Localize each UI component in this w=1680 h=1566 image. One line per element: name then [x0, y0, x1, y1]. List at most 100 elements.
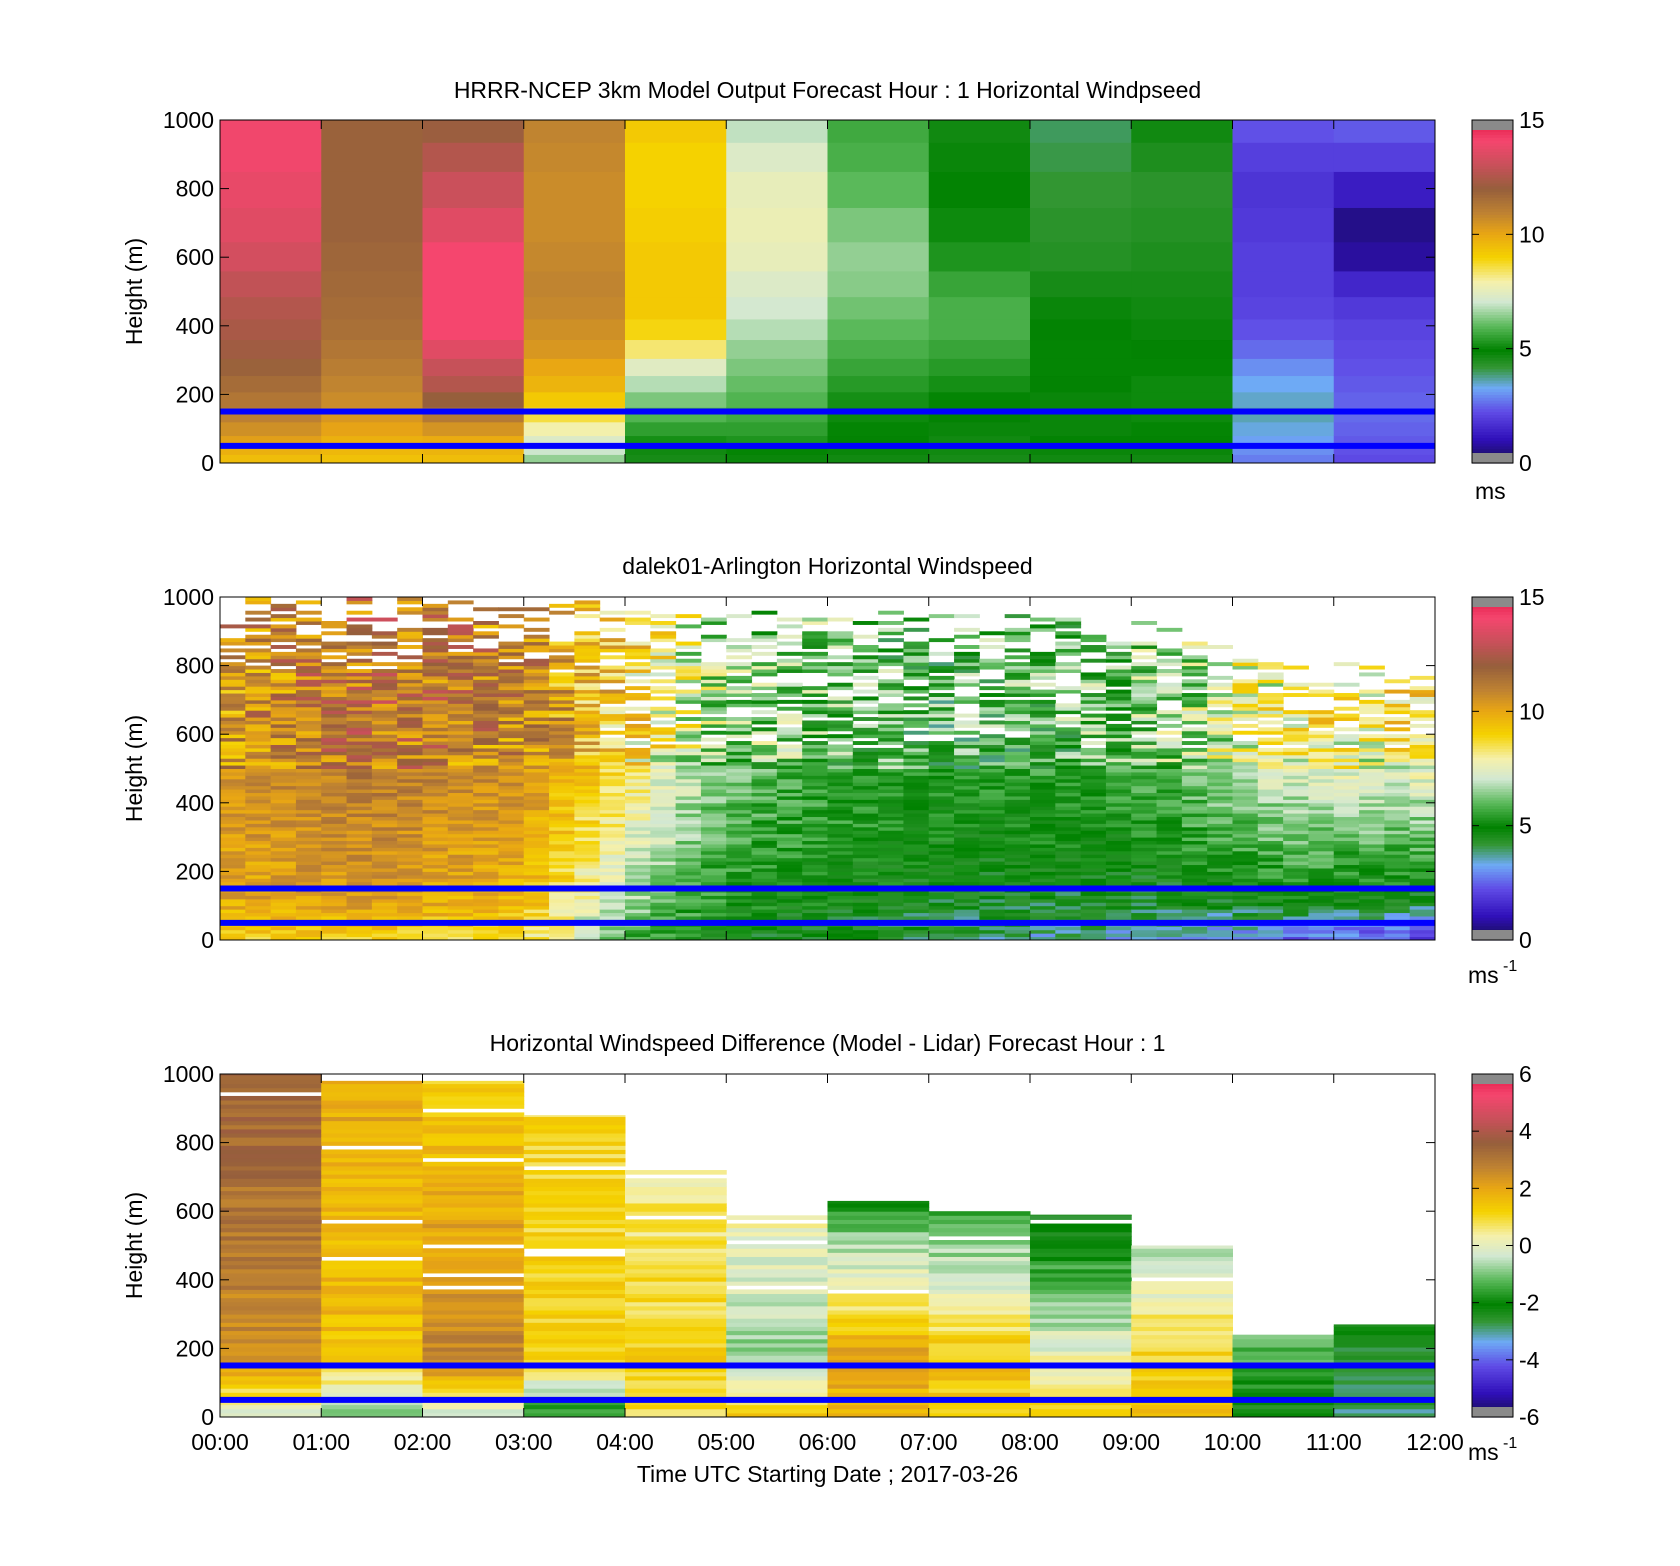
heat-cell [473, 676, 499, 680]
heat-cell [321, 844, 347, 848]
heat-cell [574, 851, 600, 855]
heat-cell [1233, 820, 1259, 824]
heat-cell [828, 769, 854, 773]
heat-cell [625, 769, 651, 773]
heat-cell [878, 895, 904, 899]
heat-cell [296, 837, 322, 841]
heat-cell [625, 611, 651, 615]
heat-cell [423, 762, 449, 766]
heat-cell [1182, 720, 1208, 724]
heat-cell [220, 683, 246, 687]
heat-cell [1258, 906, 1284, 910]
heat-cell [498, 769, 524, 773]
heat-cell [600, 741, 626, 745]
heat-cell [1131, 748, 1157, 752]
heat-cell [1030, 841, 1056, 845]
heat-cell [1308, 875, 1334, 879]
heat-cell [828, 806, 854, 810]
heat-cell [245, 683, 271, 687]
heat-cell [574, 882, 600, 886]
heat-cell [954, 786, 980, 790]
heat-cell [1005, 690, 1031, 694]
heat-cell [1359, 899, 1385, 903]
heat-cell [397, 799, 423, 803]
heat-cell [878, 690, 904, 694]
heat-cell [853, 899, 879, 903]
heat-cell [245, 597, 271, 601]
heat-cell [220, 655, 246, 659]
heat-cell [220, 1187, 322, 1192]
heat-cell [929, 933, 955, 937]
heat-cell [347, 782, 373, 786]
heat-cell [574, 913, 600, 917]
heat-cell [929, 878, 955, 882]
heat-cell [1030, 786, 1056, 790]
heat-cell [1359, 796, 1385, 800]
heat-cell [296, 758, 322, 762]
heat-cell [1233, 830, 1259, 834]
heat-cell [1005, 700, 1031, 704]
heat-cell [524, 871, 550, 875]
heat-cell [752, 662, 778, 666]
heat-cell [1384, 895, 1410, 899]
heat-cell [1258, 834, 1284, 838]
heat-cell [726, 895, 752, 899]
heat-cell [828, 392, 930, 408]
heat-cell [1081, 882, 1107, 886]
heat-cell [1131, 319, 1233, 340]
heat-cell [625, 648, 651, 652]
heat-cell [1384, 892, 1410, 896]
heat-cell [1106, 734, 1132, 738]
heat-cell [220, 1326, 322, 1331]
heat-cell [524, 882, 550, 886]
heat-cell [802, 744, 828, 748]
heat-cell [1131, 720, 1157, 724]
heat-cell [979, 882, 1005, 886]
heat-cell [397, 834, 423, 838]
heat-cell [954, 645, 980, 649]
heat-cell [600, 899, 626, 903]
heat-cell [1030, 895, 1056, 899]
heat-cell [1258, 738, 1284, 742]
heat-cell [954, 930, 980, 934]
heat-cell [1308, 834, 1334, 838]
heat-cell [321, 1162, 423, 1167]
heat-cell [726, 882, 752, 886]
heat-cell [802, 909, 828, 913]
heat-cell [220, 1302, 322, 1307]
heat-cell [1182, 793, 1208, 797]
heat-cell [1106, 868, 1132, 872]
heat-cell [726, 916, 752, 920]
heat-cell [448, 841, 474, 845]
heat-cell [1030, 871, 1056, 875]
heat-cell [347, 851, 373, 855]
heat-cell [296, 700, 322, 704]
heat-cell [473, 744, 499, 748]
heat-cell [271, 751, 297, 755]
heat-cell [600, 669, 626, 673]
heat-cell [1131, 662, 1157, 666]
heat-cell [1106, 693, 1132, 697]
heat-cell [549, 779, 575, 783]
heat-cell [271, 878, 297, 882]
heat-cell [296, 714, 322, 718]
heat-cell [1308, 751, 1334, 755]
heat-cell [1131, 895, 1157, 899]
heat-cell [726, 926, 752, 930]
heat-cell [878, 669, 904, 673]
heat-cell [853, 844, 879, 848]
heat-cell [271, 841, 297, 845]
heat-cell [676, 642, 702, 646]
heat-cell [423, 1331, 525, 1336]
heat-cell [347, 902, 373, 906]
heat-cell [549, 786, 575, 790]
heat-cell [979, 638, 1005, 642]
heat-cell [625, 1409, 727, 1414]
heat-cell [220, 1405, 322, 1410]
heat-cell [752, 638, 778, 642]
heat-cell [1207, 906, 1233, 910]
heat-cell [574, 844, 600, 848]
heat-cell [625, 1170, 727, 1175]
heat-cell [549, 861, 575, 865]
heat-cell [853, 751, 879, 755]
